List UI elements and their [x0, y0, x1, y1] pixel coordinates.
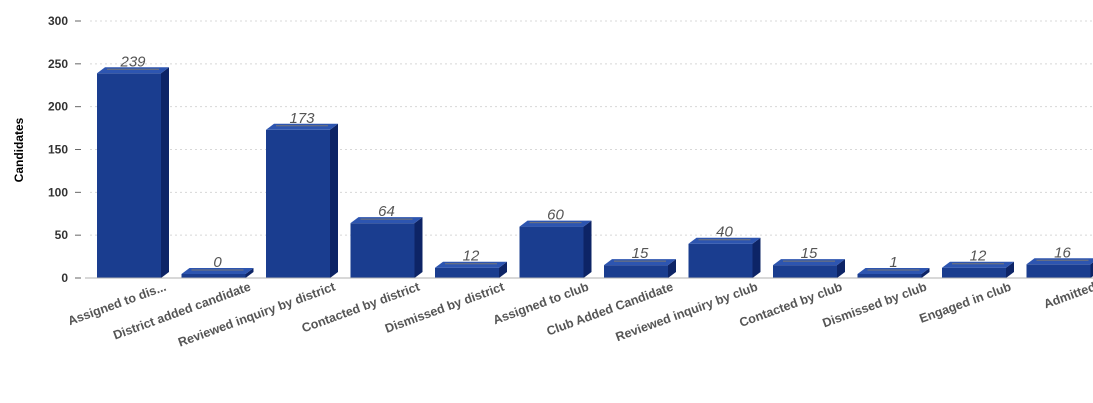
bar-side [1006, 261, 1014, 278]
bar-side [583, 220, 592, 278]
y-tick-label: 300 [48, 14, 68, 28]
x-category-label: Reviewed inquiry by club [614, 280, 760, 345]
y-tick-label: 50 [55, 228, 69, 242]
bar-front [350, 223, 415, 278]
bar-front [519, 226, 584, 278]
y-tick-label: 250 [48, 57, 68, 71]
data-label: 173 [289, 110, 315, 127]
bar [519, 220, 592, 278]
bar-side [161, 67, 169, 278]
x-category-label: Engaged in club [918, 280, 1014, 326]
bars [97, 67, 1093, 279]
bar [266, 123, 338, 279]
bar-front [604, 265, 668, 278]
x-category-label: Admitted [1042, 280, 1093, 312]
bar-front [857, 274, 922, 278]
bar-front [1026, 264, 1091, 278]
data-label: 60 [547, 207, 564, 224]
y-axis-title: Candidates [12, 117, 26, 182]
bar-side [837, 259, 845, 278]
bar-front [181, 274, 246, 278]
y-tick-label: 100 [48, 185, 68, 199]
bar-side [921, 268, 930, 278]
data-labels: 239 0 173 64 12 60 15 40 15 1 12 16 [107, 53, 1089, 271]
data-label: 12 [970, 248, 987, 265]
data-label: 1 [889, 254, 897, 271]
bar [97, 67, 169, 278]
data-label: 15 [632, 245, 649, 262]
bar-side [668, 259, 676, 278]
x-axis-category-labels: Assigned to dis...District added candida… [66, 279, 1093, 349]
data-label: 15 [801, 245, 818, 262]
data-label: 12 [463, 248, 480, 265]
bar-side [245, 268, 254, 278]
bar-front [773, 265, 837, 278]
bar-side [752, 237, 761, 278]
bar-side [499, 261, 507, 278]
y-tick-label: 150 [48, 143, 68, 157]
data-label: 16 [1054, 244, 1071, 261]
bar [688, 237, 761, 278]
gridlines [90, 20, 1093, 236]
data-label: 40 [716, 224, 733, 241]
data-label: 64 [378, 203, 395, 220]
bar-side [1090, 262, 1093, 278]
bar-front [435, 267, 499, 278]
bar-front [942, 267, 1006, 278]
y-axis-ticks: 0 50 100 150 200 250 300 [48, 14, 81, 285]
bar-front [266, 129, 330, 278]
data-label: 239 [119, 53, 146, 70]
x-category-label: Reviewed inquiry by district [176, 279, 338, 349]
y-tick-label: 200 [48, 100, 68, 114]
bar-side [414, 217, 423, 278]
bar-front [688, 243, 753, 278]
bar-side [330, 123, 338, 279]
data-label: 0 [213, 254, 222, 271]
y-tick-label: 0 [61, 271, 68, 285]
bar [350, 217, 423, 278]
x-category-label: District added candidate [111, 280, 252, 343]
bar-front [97, 73, 161, 278]
